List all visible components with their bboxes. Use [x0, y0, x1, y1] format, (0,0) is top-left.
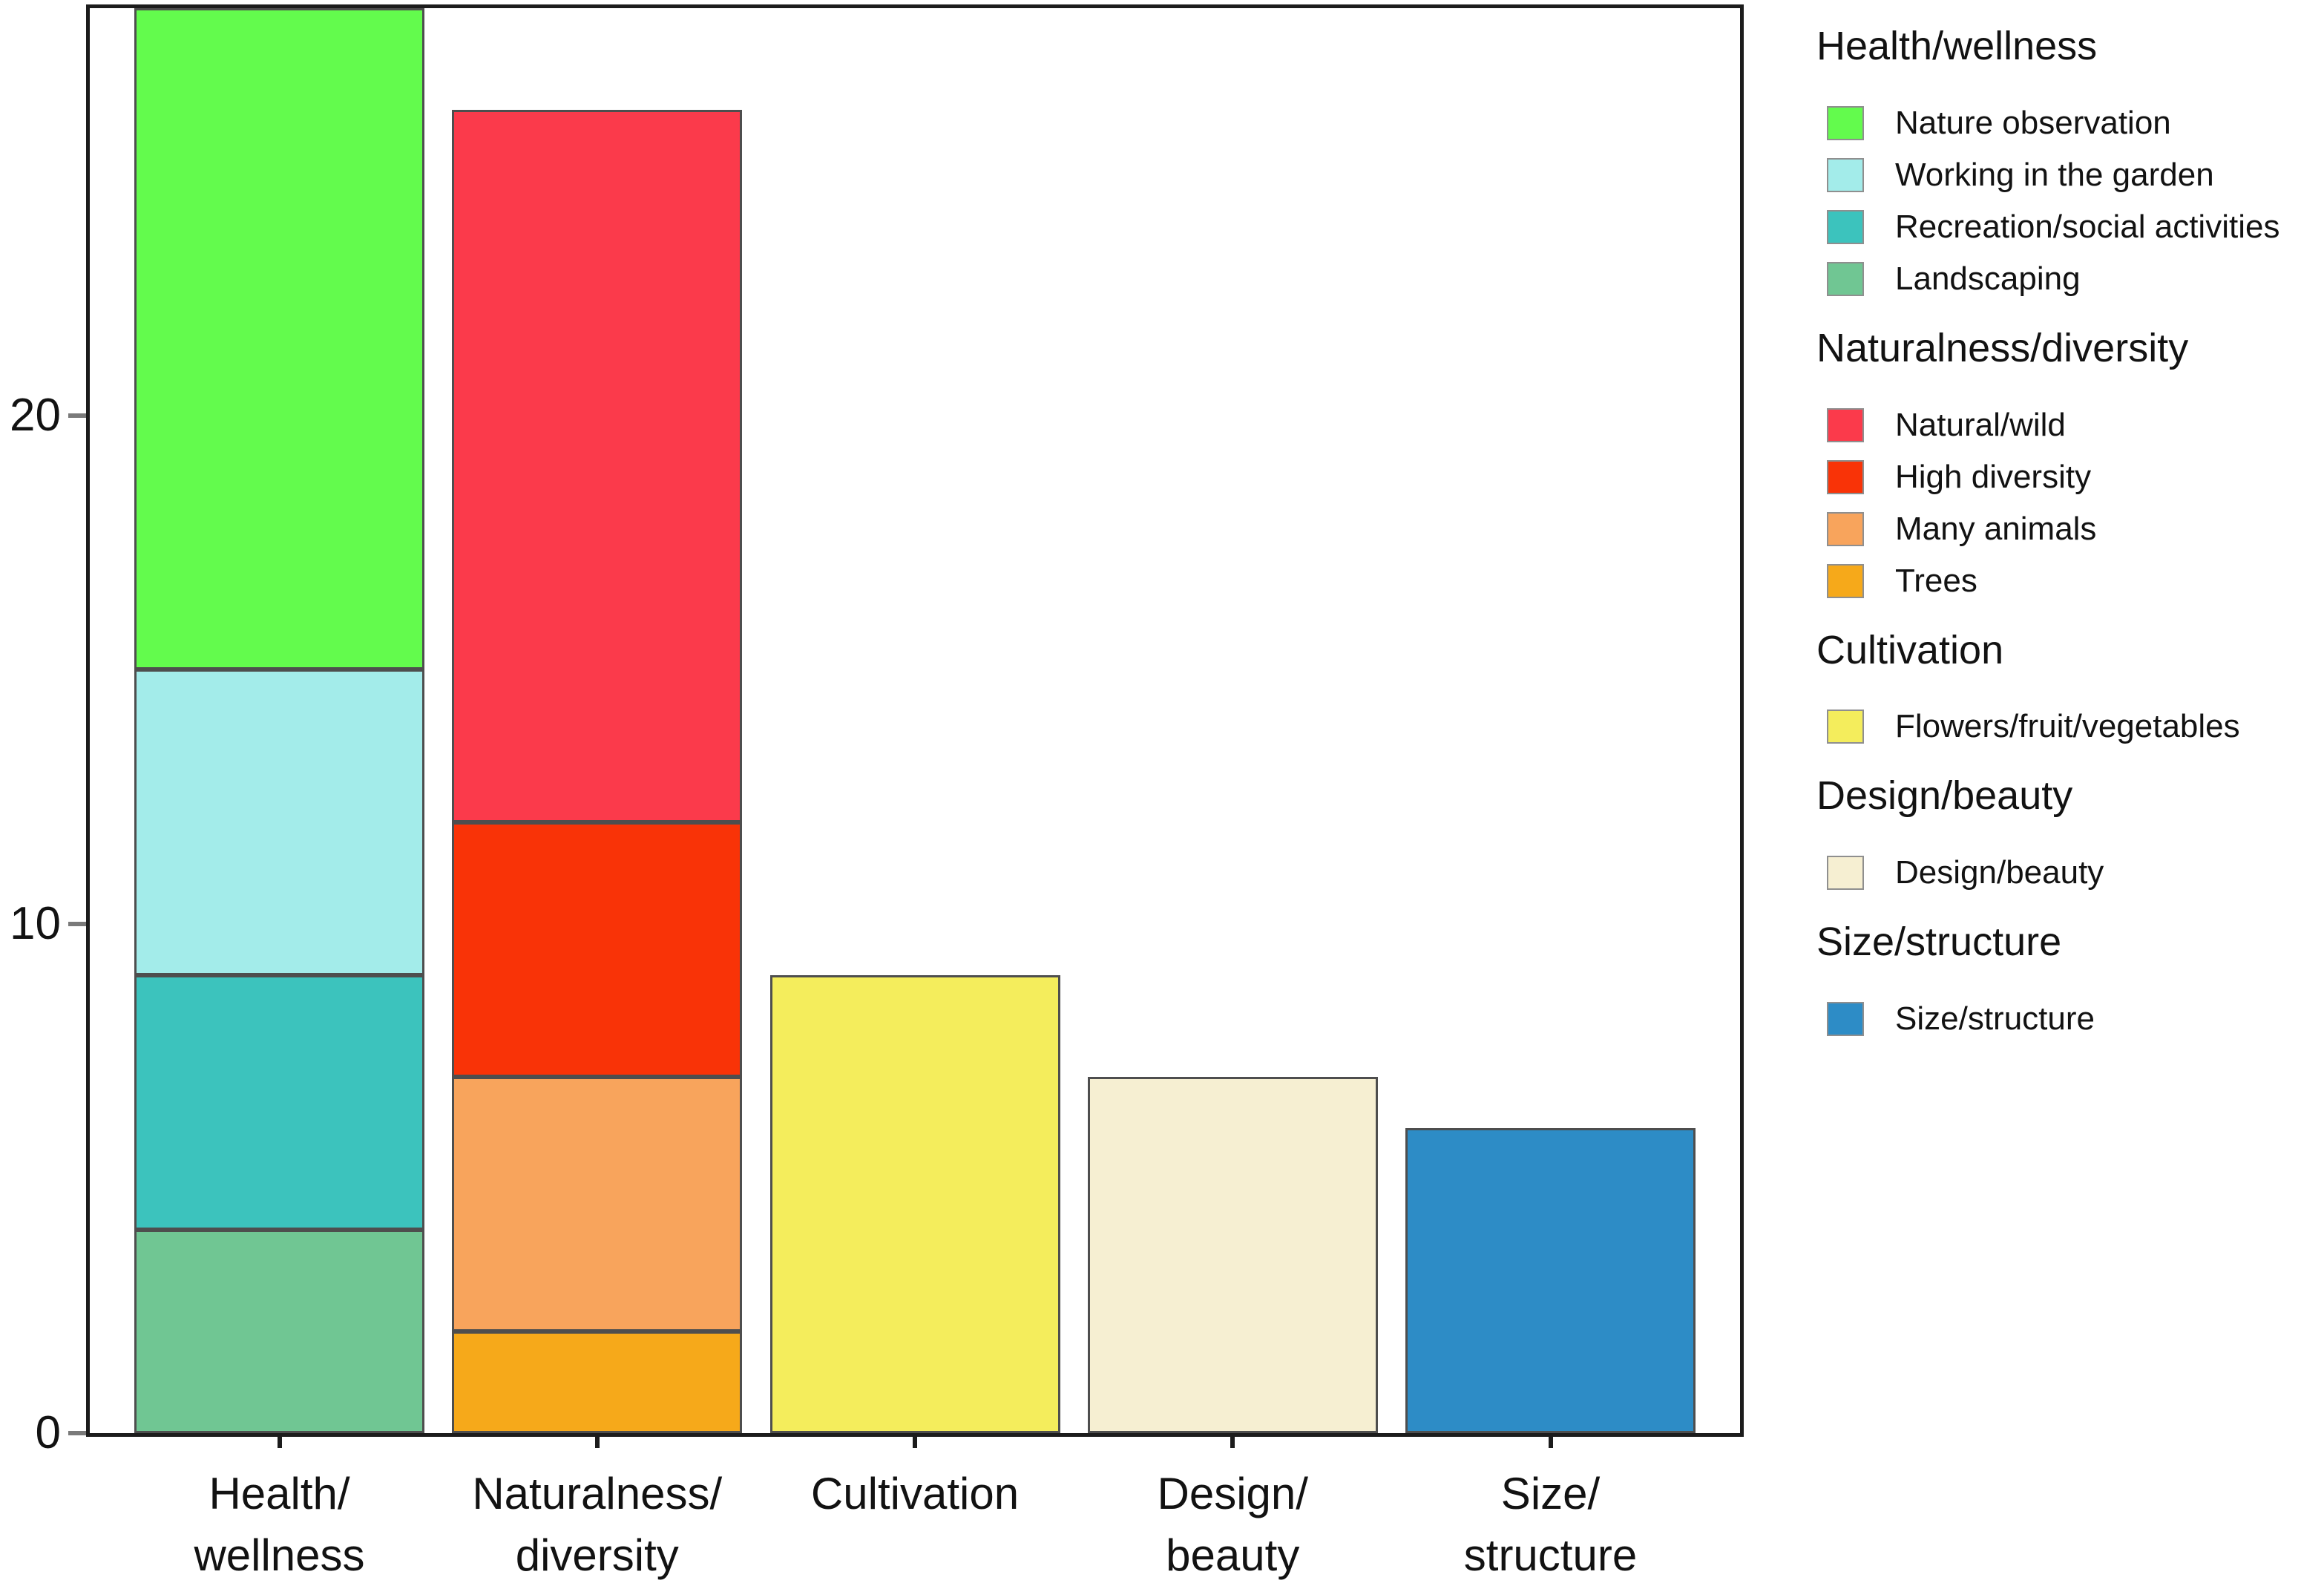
segment-flowers-fruit-vegetables [769, 974, 1060, 1433]
plot-area [86, 4, 1744, 1437]
legend-item-trees: Trees [1816, 563, 2324, 600]
x-axis-label-line: wellness [194, 1530, 365, 1580]
legend-group-title: Naturalness/diversity [1816, 325, 2189, 370]
x-axis-label-cultivation: Cultivation [722, 1464, 1108, 1525]
x-axis-label-line: Naturalness/ [472, 1469, 723, 1518]
x-tick-mark [1230, 1437, 1235, 1448]
legend-item-label: Landscaping [1895, 260, 2081, 297]
bar-health-wellness [134, 8, 424, 1433]
x-axis-label-line: Cultivation [810, 1469, 1020, 1518]
legend-item-label: Working in the garden [1895, 156, 2214, 193]
legend-item-size-structure: Size/structure [1816, 1000, 2324, 1038]
legend-color-swatch [1827, 1001, 1864, 1036]
legend-group-title: Design/beauty [1816, 773, 2073, 819]
legend-group-title: Health/wellness [1816, 24, 2098, 68]
legend-color-swatch [1827, 209, 1864, 244]
legend-color-swatch [1827, 459, 1864, 494]
legend-group-naturalness-diversity: Naturalness/diversity Natural/wild High di… [1816, 324, 2324, 600]
legend-item-many-animals: Many animals [1816, 511, 2324, 548]
bar-size-structure [1405, 1127, 1696, 1433]
legend-item-label: Many animals [1895, 510, 2097, 547]
y-tick-mark [68, 413, 86, 418]
legend-group-design-beauty: Design/beauty Design/beauty [1816, 772, 2324, 891]
x-axis-label-line: Design/ [1157, 1469, 1308, 1518]
segment-size-structure [1405, 1127, 1696, 1433]
legend-color-swatch [1827, 856, 1864, 891]
y-tick-label: 0 [35, 1407, 61, 1458]
x-axis-label-size-structure: Size/structure [1358, 1464, 1744, 1586]
legend-group-health-wellness: Health/wellness Nature observation Working… [1816, 22, 2324, 298]
legend-group-title: Size/structure [1816, 920, 2062, 965]
legend-item-high-diversity: High diversity [1816, 459, 2324, 496]
x-axis-label-naturalness-diversity: Naturalness/diversity [404, 1464, 790, 1586]
x-axis-label-design-beauty: Design/beauty [1040, 1464, 1425, 1586]
x-axis-label-line: diversity [515, 1530, 679, 1580]
x-axis-label-line: structure [1463, 1530, 1638, 1580]
y-tick-mark [68, 1431, 86, 1435]
x-tick-mark [1548, 1437, 1553, 1448]
legend-item-label: Natural/wild [1895, 406, 2066, 443]
legend-item-landscaping: Landscaping [1816, 260, 2324, 298]
legend-item-label: High diversity [1895, 458, 2092, 495]
x-axis-label-line: Size/ [1500, 1469, 1601, 1518]
legend: Health/wellness Nature observation Working… [1816, 22, 2324, 1064]
bar-design-beauty [1087, 1077, 1378, 1433]
segment-nature-observation [134, 8, 424, 670]
legend-color-swatch [1827, 261, 1864, 296]
legend-item-label: Size/structure [1895, 1000, 2095, 1037]
segment-natural-wild [452, 110, 743, 823]
bar-cultivation [769, 974, 1060, 1433]
x-tick-mark [277, 1437, 282, 1448]
legend-color-swatch [1827, 407, 1864, 442]
x-axis-label-health-wellness: Health/wellness [87, 1464, 473, 1586]
x-tick-mark [913, 1437, 917, 1448]
x-tick-mark [594, 1437, 600, 1448]
segment-many-animals [452, 1077, 743, 1331]
legend-color-swatch [1827, 157, 1864, 192]
x-axis-label-line: beauty [1166, 1530, 1300, 1580]
legend-item-label: Recreation/social activities [1895, 208, 2280, 245]
legend-item-label: Flowers/fruit/vegetables [1895, 708, 2240, 745]
legend-item-label: Design/beauty [1895, 854, 2104, 891]
legend-item-recreation-social-activities: Recreation/social activities [1816, 209, 2324, 246]
bar-naturalness-diversity [452, 110, 743, 1433]
legend-item-label: Nature observation [1895, 104, 2171, 141]
legend-color-swatch [1827, 511, 1864, 546]
legend-color-swatch [1827, 105, 1864, 140]
y-tick-mark [68, 922, 86, 927]
legend-group-cultivation: Cultivation Flowers/fruit/vegetables [1816, 626, 2324, 746]
bars-container [90, 8, 1740, 1433]
segment-design-beauty [1087, 1077, 1378, 1433]
segment-recreation-social-activities [134, 974, 424, 1230]
y-tick-label: 10 [10, 898, 61, 950]
segment-trees [452, 1331, 743, 1433]
legend-item-natural-wild: Natural/wild [1816, 407, 2324, 444]
legend-item-working-in-the-garden: Working in the garden [1816, 157, 2324, 194]
legend-group-title: Cultivation [1816, 627, 2004, 672]
legend-item-label: Trees [1895, 562, 1977, 599]
segment-working-in-the-garden [134, 669, 424, 975]
segment-high-diversity [452, 822, 743, 1078]
legend-color-swatch [1827, 710, 1864, 744]
segment-landscaping [134, 1229, 424, 1433]
y-tick-label: 20 [10, 389, 61, 441]
legend-item-design-beauty: Design/beauty [1816, 854, 2324, 891]
legend-item-nature-observation: Nature observation [1816, 105, 2324, 142]
legend-group-size-structure: Size/structure Size/structure [1816, 918, 2324, 1038]
x-axis-label-line: Health/ [209, 1469, 350, 1518]
legend-item-flowers-fruit-vegetables: Flowers/fruit/vegetables [1816, 708, 2324, 745]
legend-color-swatch [1827, 563, 1864, 598]
